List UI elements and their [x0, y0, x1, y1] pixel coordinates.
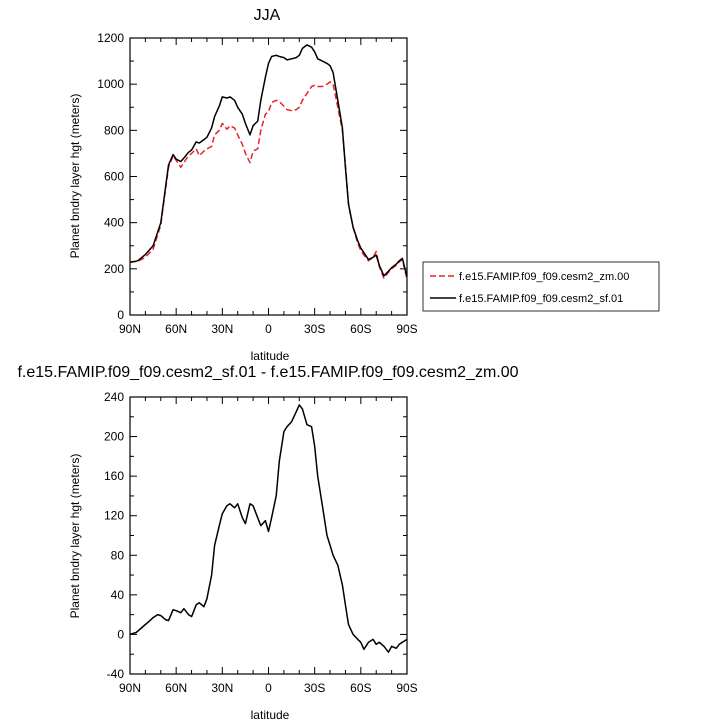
- top-y-tick-label: 400: [104, 216, 124, 230]
- bottom-plot-frame: [129, 396, 408, 675]
- bottom-panel-title: f.e15.FAMIP.f09_f09.cesm2_sf.01 - f.e15.…: [17, 364, 518, 381]
- bottom-series-line-0: [129, 404, 408, 653]
- top-plot-frame: [129, 37, 408, 316]
- legend-label-zm00: f.e15.FAMIP.f09_f09.cesm2_zm.00: [459, 271, 629, 283]
- top-y-tick-label: 1000: [97, 77, 124, 91]
- bottom-y-tick-label: -40: [107, 667, 125, 681]
- top-y-tick-label: 800: [104, 123, 124, 137]
- top-x-tick-label: 60S: [350, 322, 371, 336]
- bottom-tick-labels: 90N 60N 30N 0 30S 60S 90S -40 0 40 80 120 160 200 240: [104, 390, 418, 695]
- top-x-tick-label: 30S: [304, 322, 325, 336]
- legend-label-sf01: f.e15.FAMIP.f09_f09.cesm2_sf.01: [459, 293, 623, 305]
- top-axis-ticks: [129, 37, 408, 316]
- bottom-y-axis-label: Planet bndry layer hgt (meters): [68, 454, 82, 619]
- bottom-y-tick-label: 40: [111, 588, 125, 602]
- bottom-x-tick-label: 90S: [396, 681, 417, 695]
- bottom-x-tick-label: 60N: [165, 681, 187, 695]
- top-y-tick-label: 1200: [97, 31, 124, 45]
- top-series-lines: [129, 44, 408, 280]
- bottom-y-tick-label: 0: [117, 627, 124, 641]
- bottom-y-tick-label: 80: [111, 548, 125, 562]
- top-x-tick-label: 90S: [396, 322, 417, 336]
- top-series-line-1: [129, 44, 408, 278]
- bottom-x-tick-label: 90N: [119, 681, 141, 695]
- bottom-series-lines: [129, 404, 408, 653]
- top-panel-title: JJA: [254, 7, 281, 24]
- top-x-tick-label: 30N: [211, 322, 233, 336]
- top-y-tick-label: 200: [104, 262, 124, 276]
- bottom-axis-ticks: [129, 396, 408, 675]
- top-y-tick-label: 600: [104, 170, 124, 184]
- top-x-axis-label: latitude: [251, 349, 290, 363]
- bottom-y-tick-label: 120: [104, 509, 124, 523]
- bottom-x-tick-label: 0: [265, 681, 272, 695]
- bottom-x-tick-label: 30S: [304, 681, 325, 695]
- top-y-axis-label: Planet bndry layer hgt (meters): [68, 94, 82, 259]
- top-x-tick-label: 0: [265, 322, 272, 336]
- bottom-x-tick-label: 30N: [211, 681, 233, 695]
- bottom-x-tick-label: 60S: [350, 681, 371, 695]
- bottom-y-tick-label: 200: [104, 430, 124, 444]
- top-series-line-0: [129, 81, 408, 280]
- bottom-y-tick-label: 160: [104, 469, 124, 483]
- bottom-panel: f.e15.FAMIP.f09_f09.cesm2_sf.01 - f.e15.…: [17, 364, 518, 722]
- bottom-x-axis-label: latitude: [251, 708, 290, 722]
- top-panel: JJA 90N 60N 30N 0 30S 60S 90S 0 200 400 600 800 1000…: [68, 7, 660, 363]
- top-y-tick-label: 0: [117, 308, 124, 322]
- legend-box: [422, 261, 660, 312]
- top-x-tick-label: 90N: [119, 322, 141, 336]
- legend: f.e15.FAMIP.f09_f09.cesm2_zm.00 f.e15.FA…: [422, 261, 660, 312]
- top-x-tick-label: 60N: [165, 322, 187, 336]
- bottom-y-tick-label: 240: [104, 390, 124, 404]
- top-tick-labels: 90N 60N 30N 0 30S 60S 90S 0 200 400 600 800 1000 1200: [97, 31, 417, 336]
